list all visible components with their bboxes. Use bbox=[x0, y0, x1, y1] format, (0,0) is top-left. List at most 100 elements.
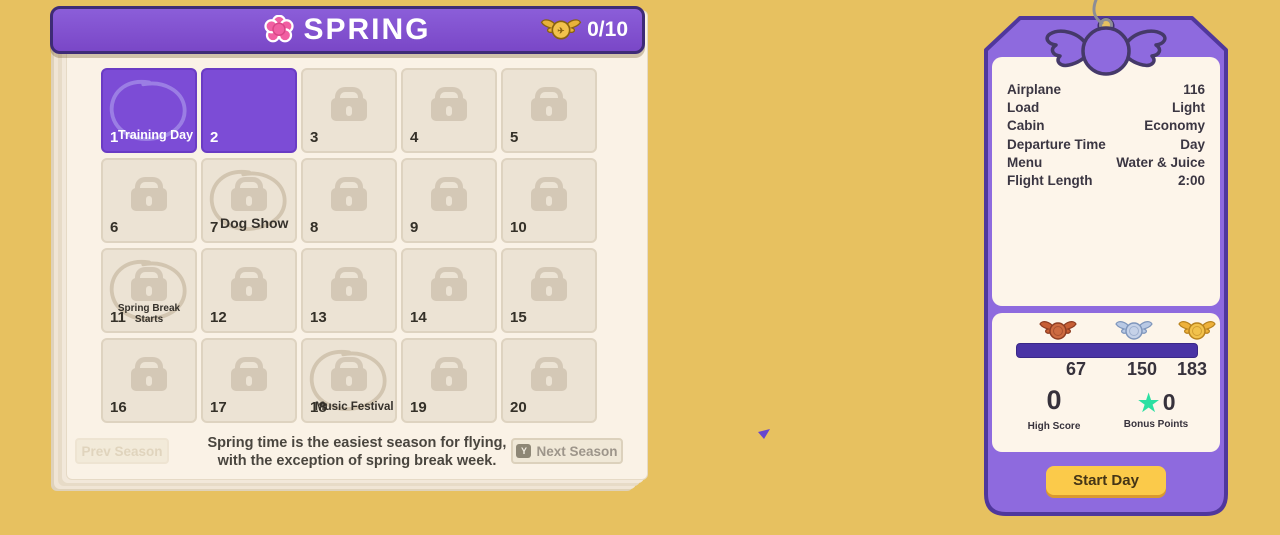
day-cell-10: 10 bbox=[501, 158, 597, 243]
flight-detail-label: Menu bbox=[1007, 154, 1043, 170]
lock-icon bbox=[531, 357, 567, 392]
day-label: Dog Show bbox=[220, 215, 289, 231]
lock-icon bbox=[431, 267, 467, 302]
lock-icon bbox=[231, 267, 267, 302]
flight-detail-label: Airplane bbox=[1007, 82, 1062, 97]
day-number: 11 bbox=[110, 309, 126, 326]
silver-medal-icon bbox=[1115, 319, 1153, 348]
day-number: 1 bbox=[110, 129, 119, 146]
day-cell-19: 19 bbox=[401, 338, 497, 423]
lock-icon bbox=[231, 177, 267, 212]
day-cell-20: 20 bbox=[501, 338, 597, 423]
day-number: 19 bbox=[410, 399, 427, 416]
day-cell-2[interactable]: 2 bbox=[201, 68, 297, 153]
flight-detail-row: Departure Time Day bbox=[1007, 136, 1205, 154]
mouse-cursor bbox=[758, 429, 770, 439]
flight-detail-label: Load bbox=[1007, 100, 1040, 116]
season-info-line2: with the exception of spring break week. bbox=[217, 453, 497, 469]
day-label: Training Day bbox=[118, 128, 194, 142]
day-cell-12: 12 bbox=[201, 248, 297, 333]
flight-detail-row: Airplane 116 bbox=[1007, 81, 1205, 99]
day-cell-14: 14 bbox=[401, 248, 497, 333]
lock-icon bbox=[231, 357, 267, 392]
day-cell-4: 4 bbox=[401, 68, 497, 153]
bonus-points-label: Bonus Points bbox=[1123, 419, 1189, 430]
bronze-medal-icon bbox=[1039, 319, 1077, 348]
season-badge: ✈ 0/10 bbox=[539, 17, 628, 43]
day-number: 14 bbox=[410, 309, 427, 326]
gold-medal-icon bbox=[1178, 319, 1216, 348]
lock-icon bbox=[531, 267, 567, 302]
flight-detail-row: Load Light bbox=[1007, 99, 1205, 117]
bronze-threshold-value: 67 bbox=[1065, 359, 1087, 379]
day-label: Music Festival bbox=[315, 401, 394, 413]
day-label: Spring Break Starts bbox=[117, 303, 181, 325]
svg-text:✈: ✈ bbox=[557, 25, 565, 35]
day-cell-16: 16 bbox=[101, 338, 197, 423]
season-info-line1: Spring time is the easiest season for fl… bbox=[207, 435, 507, 451]
flight-detail-row: Cabin Economy bbox=[1007, 117, 1205, 135]
flight-detail-value: Light bbox=[1172, 100, 1205, 116]
season-calendar-page: 1 Training Day 2 3 4 5 6 7 Dog Show 8 9 10 11 Spring … bbox=[66, 10, 648, 480]
lock-icon bbox=[431, 357, 467, 392]
flight-detail-row: Menu Water & Juice bbox=[1007, 154, 1205, 172]
day-number: 3 bbox=[310, 129, 319, 146]
day-number: 10 bbox=[510, 219, 527, 236]
season-title: SPRING bbox=[303, 13, 431, 46]
lock-icon bbox=[531, 87, 567, 122]
next-season-label: Next Season bbox=[536, 443, 618, 459]
lock-icon bbox=[131, 177, 167, 212]
day-number: 16 bbox=[110, 399, 127, 416]
day-number: 2 bbox=[210, 129, 219, 146]
day-cell-13: 13 bbox=[301, 248, 397, 333]
lock-icon bbox=[331, 87, 367, 122]
silver-threshold-value: 150 bbox=[1126, 359, 1158, 379]
season-header: SPRING ✈ 0/10 bbox=[50, 6, 645, 54]
lock-icon bbox=[431, 87, 467, 122]
day-cell-8: 8 bbox=[301, 158, 397, 243]
flower-icon bbox=[264, 15, 295, 43]
day-cell-6: 6 bbox=[101, 158, 197, 243]
bonus-points: ★ 0 bbox=[1136, 389, 1175, 416]
day-cell-5: 5 bbox=[501, 68, 597, 153]
high-score-label: High Score bbox=[1027, 421, 1081, 432]
start-day-button[interactable]: Start Day bbox=[1046, 466, 1166, 495]
flight-detail-label: Flight Length bbox=[1007, 173, 1093, 189]
flight-details-card: Airplane 116 Load Light Cabin Economy Departur… bbox=[992, 57, 1220, 306]
gold-wings-icon: ✈ bbox=[540, 19, 582, 40]
flight-details-list: Airplane 116 Load Light Cabin Economy Departur… bbox=[992, 57, 1220, 190]
lock-icon bbox=[331, 267, 367, 302]
wings-emblem-icon bbox=[1045, 26, 1167, 76]
lock-icon bbox=[331, 177, 367, 212]
lock-icon bbox=[131, 357, 167, 392]
day-number: 5 bbox=[510, 129, 519, 146]
day-number: 20 bbox=[510, 399, 527, 416]
day-number: 7 bbox=[210, 219, 219, 236]
flight-detail-row: Flight Length 2:00 bbox=[1007, 172, 1205, 190]
day-cell-9: 9 bbox=[401, 158, 497, 243]
gold-threshold-value: 183 bbox=[1176, 359, 1208, 379]
day-number: 9 bbox=[410, 219, 419, 236]
day-number: 6 bbox=[110, 219, 119, 236]
day-number: 17 bbox=[210, 399, 227, 416]
flight-detail-value: Day bbox=[1180, 136, 1205, 152]
day-number: 18 bbox=[310, 399, 327, 416]
day-cell-1[interactable]: 1 Training Day bbox=[101, 68, 197, 153]
next-season-button[interactable]: Y Next Season bbox=[511, 438, 623, 464]
flight-detail-value: 2:00 bbox=[1177, 173, 1205, 189]
day-number: 15 bbox=[510, 309, 527, 326]
day-cell-18: 18 Music Festival bbox=[301, 338, 397, 423]
day-number: 12 bbox=[210, 309, 227, 326]
lock-icon bbox=[331, 357, 367, 392]
day-cell-3: 3 bbox=[301, 68, 397, 153]
day-number: 4 bbox=[410, 129, 419, 146]
flight-detail-label: Departure Time bbox=[1007, 136, 1106, 152]
season-badge-count: 0/10 bbox=[587, 18, 628, 41]
season-info-text: Spring time is the easiest season for fl… bbox=[167, 434, 547, 470]
flight-detail-value: Economy bbox=[1144, 118, 1205, 134]
prev-season-label: Prev Season bbox=[81, 443, 163, 459]
day-number: 13 bbox=[310, 309, 327, 326]
lock-icon bbox=[531, 177, 567, 212]
day-cell-7: 7 Dog Show bbox=[201, 158, 297, 243]
lock-icon bbox=[131, 267, 167, 302]
